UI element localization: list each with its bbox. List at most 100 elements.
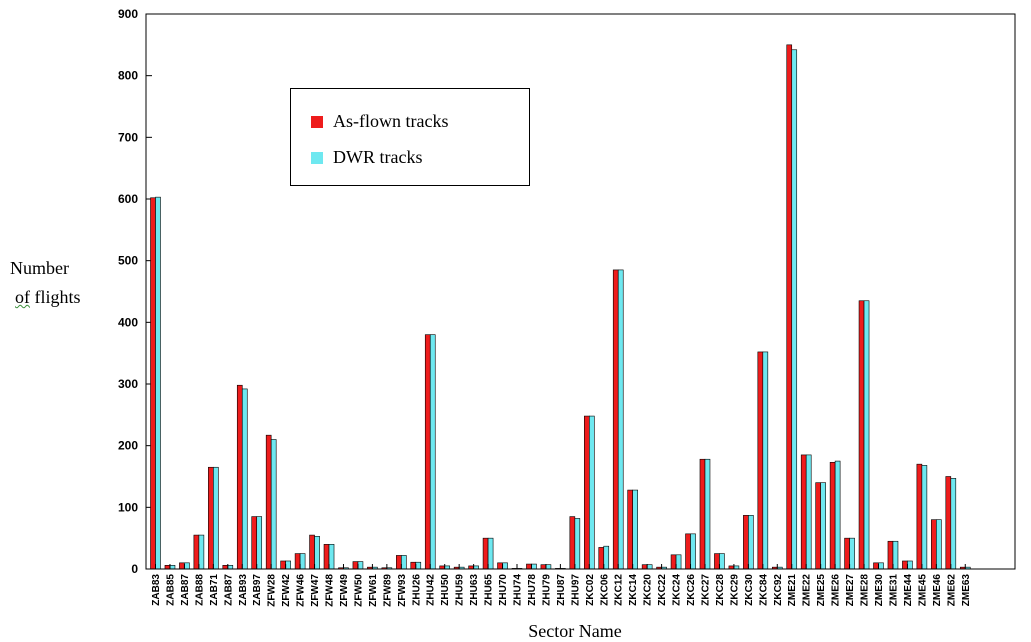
- x-tick-label: ZKC30: [744, 574, 755, 606]
- bar-as-flown-zme21: [786, 44, 793, 570]
- bar-dwr-zme27: [849, 537, 855, 570]
- bar-as-flown-zhu78: [526, 563, 532, 570]
- x-tick-label: ZFW28: [267, 574, 278, 607]
- x-tick-label: ZAB88: [194, 574, 205, 606]
- bar-as-flown-zkc02: [583, 415, 590, 570]
- x-tick-label: ZME28: [860, 574, 871, 607]
- bar-dwr-zkc28: [719, 553, 725, 570]
- x-tick-label: ZHU74: [513, 574, 524, 606]
- x-tick-label: ZFW47: [310, 574, 321, 607]
- bar-as-flown-zkc20: [641, 564, 648, 570]
- bar-dwr-zme30: [878, 562, 884, 570]
- x-tick-label: ZME25: [816, 574, 827, 607]
- bar-dwr-zfw93: [401, 555, 407, 570]
- bar-dwr-zkc12: [617, 269, 624, 570]
- legend: As-flown tracks DWR tracks: [290, 88, 530, 186]
- bar-dwr-zhu79: [545, 564, 552, 570]
- bar-dwr-zab87: [184, 562, 190, 570]
- bar-as-flown-zhu97: [569, 516, 576, 570]
- bar-as-flown-zhu42: [424, 334, 431, 570]
- bar-as-flown-zme27: [844, 537, 850, 570]
- bar-dwr-zhu26: [415, 561, 422, 570]
- bar-dwr-zab85: [169, 564, 176, 570]
- x-tick-label: ZME30: [874, 574, 885, 607]
- bar-as-flown-zkc12: [612, 269, 619, 570]
- bar-as-flown-zfw93: [396, 555, 402, 570]
- bar-as-flown-zkc28: [714, 553, 720, 570]
- y-tick-label: 600: [118, 192, 138, 206]
- x-tick-label: ZKC20: [643, 574, 654, 606]
- bar-dwr-zfw46: [299, 553, 306, 570]
- bar-dwr-zme31: [892, 540, 899, 570]
- bar-as-flown-zkc14: [627, 489, 633, 570]
- x-tick-label: ZAB93: [238, 574, 249, 606]
- x-tick-label: ZHU97: [570, 574, 581, 606]
- bar-dwr-zfw42: [285, 560, 291, 570]
- bar-as-flown-zab97: [251, 516, 258, 570]
- bar-dwr-zme21: [791, 49, 798, 570]
- bar-as-flown-zkc24: [670, 554, 677, 570]
- x-tick-label: ZHU59: [455, 574, 466, 606]
- bar-as-flown-zme45: [916, 463, 923, 570]
- x-tick-label: ZKC28: [715, 574, 726, 606]
- x-tick-label: ZME63: [961, 574, 972, 607]
- bar-dwr-zfw47: [314, 536, 320, 570]
- x-tick-label: ZME45: [917, 574, 928, 607]
- bar-dwr-zhu97: [574, 518, 581, 570]
- x-tick-label: ZHU78: [527, 574, 538, 606]
- y-tick-label: 200: [118, 439, 138, 453]
- bar-dwr-zkc27: [704, 458, 711, 570]
- x-tick-label: ZFW93: [397, 574, 408, 607]
- x-tick-label: ZAB85: [165, 574, 176, 606]
- legend-label-dwr: DWR tracks: [333, 147, 423, 167]
- y-tick-label: 900: [118, 7, 138, 21]
- bar-dwr-zme62: [950, 478, 957, 570]
- y-tick-label: 100: [118, 500, 138, 514]
- y-axis-ticks: 0 100 200 300 400 500 600 700 800 900: [118, 7, 152, 576]
- bar-dwr-zab88: [198, 534, 205, 570]
- bar-as-flown-zme25: [815, 482, 821, 570]
- bar-as-flown-zkc30: [743, 515, 749, 570]
- y-axis-label-flights: flights: [30, 287, 81, 307]
- x-tick-label: ZME46: [932, 574, 943, 607]
- x-tick-label: ZKC84: [758, 574, 769, 606]
- bar-as-flown-zhu79: [540, 564, 547, 570]
- bar-dwr-zme26: [834, 460, 841, 570]
- bar-as-flown-zab87: [179, 562, 185, 570]
- x-tick-label: ZKC29: [729, 574, 740, 606]
- bar-as-flown-zab87: [222, 564, 229, 570]
- bar-dwr-zab93: [241, 388, 248, 570]
- x-tick-label: ZHU42: [426, 574, 437, 606]
- x-tick-label: ZFW89: [382, 574, 393, 607]
- bar-dwr-zhu70: [502, 562, 508, 570]
- x-tick-label: ZHU26: [411, 574, 422, 606]
- bar-dwr-zkc02: [588, 415, 595, 570]
- legend-item-dwr: DWR tracks: [311, 147, 422, 168]
- x-tick-label: ZFW49: [339, 574, 350, 607]
- x-tick-label: ZKC06: [599, 574, 610, 606]
- bar-as-flown-zme26: [829, 462, 836, 570]
- bar-dwr-zab97: [256, 516, 263, 570]
- bar-as-flown-zkc06: [598, 547, 605, 570]
- bars-group: [150, 44, 971, 570]
- x-tick-label: ZKC22: [657, 574, 668, 606]
- bar-as-flown-zhu65: [482, 537, 489, 570]
- x-axis-ticks: ZAB83 ZAB85 ZAB87 ZAB88 ZAB71 ZAB87 ZAB93 ZAB97…: [151, 564, 972, 607]
- x-tick-label: ZKC14: [628, 574, 639, 606]
- x-tick-label: ZME22: [802, 574, 813, 607]
- x-tick-label: ZME44: [903, 574, 914, 607]
- bar-dwr-zkc20: [646, 564, 653, 570]
- x-tick-label: ZKC27: [700, 574, 711, 606]
- x-tick-label: ZHU70: [498, 574, 509, 606]
- y-axis-label-line2: of flights: [15, 287, 81, 308]
- bar-as-flown-zfw47: [309, 534, 315, 570]
- y-axis-label-line1: Number: [10, 258, 69, 278]
- y-tick-label: 800: [118, 69, 138, 83]
- bar-as-flown-zfw50: [352, 561, 359, 570]
- x-tick-label: ZAB83: [151, 574, 162, 606]
- bar-dwr-zkc84: [762, 351, 769, 570]
- bar-dwr-zfw50: [357, 561, 364, 570]
- legend-swatch-dwr: [311, 152, 323, 164]
- bar-dwr-zab87: [227, 564, 234, 570]
- bar-dwr-zme25: [820, 482, 826, 570]
